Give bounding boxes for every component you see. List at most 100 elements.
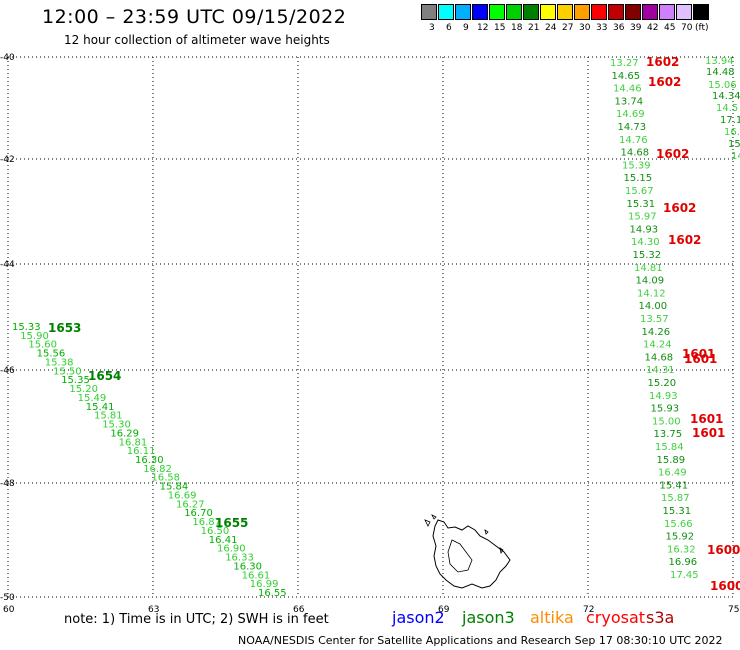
east-track-value: 15.31 (663, 506, 692, 517)
scale-label: 24 (545, 23, 557, 33)
east-track-value: 15.93 (651, 404, 680, 415)
east-track-value: 17.45 (670, 570, 699, 581)
west-track-value: 15.50 (53, 366, 82, 377)
west-track-value: 15.84 (160, 482, 189, 493)
scale-label: 30 (579, 23, 591, 33)
west-track-value: 15.33 (12, 322, 41, 333)
east-track-value: 15.00 (652, 416, 681, 427)
scale-swatch (642, 4, 658, 20)
west-track-value: 16.33 (225, 553, 254, 564)
scale-label: 33 (596, 23, 608, 33)
west-track-value: 15.35 (61, 375, 90, 386)
footer-note: note: 1) Time is in UTC; 2) SWH is in fe… (64, 612, 329, 627)
east-track-value: 13.27 (610, 58, 639, 69)
satellite-legend-jason2: jason2 (392, 608, 445, 627)
east-track-value: 15.15 (624, 173, 653, 184)
west-track-value: 15.60 (28, 340, 57, 351)
east-track-id: 1600 (710, 579, 740, 593)
east-track-value: 14.69 (616, 109, 645, 120)
scale-swatch (506, 4, 522, 20)
latitude-label: -44 (0, 260, 15, 270)
east-track-value: 15.39 (622, 160, 651, 171)
far-east-track-value: 17.1 (720, 115, 740, 126)
scale-label: 12 (477, 23, 489, 33)
longitude-label: 63 (148, 605, 159, 615)
scale-swatch (659, 4, 675, 20)
scale-label: 15 (494, 23, 506, 33)
longitude-label: 72 (583, 605, 594, 615)
scale-swatch (625, 4, 641, 20)
latitude-label: -48 (0, 479, 15, 489)
scale-label: 36 (613, 23, 625, 33)
west-track-value: 16.11 (127, 446, 156, 457)
east-track-id: 1602 (663, 201, 696, 215)
wave-height-color-scale (421, 4, 710, 20)
west-track-value: 15.90 (20, 331, 49, 342)
west-track-value: 15.20 (69, 384, 98, 395)
scale-label: 18 (511, 23, 523, 33)
satellite-legend-jason3: jason3 (462, 608, 515, 627)
east-track-id: 1601 (692, 426, 725, 440)
east-track-value: 13.74 (615, 96, 644, 107)
far-east-track-value: 16. (724, 127, 740, 138)
east-track-value: 14.93 (630, 224, 659, 235)
west-track-value: 16.50 (201, 526, 230, 537)
east-track-value: 15.97 (628, 212, 657, 223)
scale-label: 9 (463, 23, 469, 33)
longitude-label: 66 (293, 605, 305, 615)
east-track-id: 1601 (684, 352, 717, 366)
latitude-label: -46 (0, 366, 15, 376)
east-track-value: 15.31 (627, 199, 656, 210)
west-track-value: 16.90 (217, 544, 246, 555)
east-track-value: 14.68 (621, 148, 650, 159)
west-track-value: 15.41 (86, 402, 115, 413)
latitude-label: -40 (0, 53, 15, 63)
scale-swatch (540, 4, 556, 20)
west-track-value: 15.56 (37, 349, 66, 360)
far-east-track-value: 15 (728, 139, 740, 150)
scale-swatch (421, 4, 437, 20)
east-track-value: 14.00 (639, 301, 668, 312)
west-track-value: 16.81 (119, 437, 148, 448)
west-track-value: 16.41 (209, 535, 238, 546)
east-track-id: 1601 (682, 347, 715, 361)
east-track-value: 14.68 (645, 352, 674, 363)
east-track-value: 13.57 (640, 314, 669, 325)
east-track-id: 1601 (690, 412, 723, 426)
islet (424, 514, 504, 555)
far-east-track-value: 14.34 (712, 91, 740, 102)
east-track-value: 15.84 (655, 442, 684, 453)
scale-swatch (693, 4, 709, 20)
map-subtitle: 12 hour collection of altimeter wave hei… (64, 33, 330, 47)
east-track-value: 13.75 (654, 429, 683, 440)
east-track-value: 14.26 (642, 327, 671, 338)
west-track-id: 1655 (215, 516, 248, 530)
west-track-value: 15.49 (78, 393, 107, 404)
east-track-value: 14.65 (612, 71, 641, 82)
east-track-value: 15.92 (666, 532, 695, 543)
east-track-value: 15.66 (664, 519, 693, 530)
scale-label: 39 (630, 23, 642, 33)
west-track-id: 1654 (88, 369, 121, 383)
far-east-track-value: 13.94 (705, 56, 734, 67)
map-grid: -40 -42 -44 -46 -48 -50 60 63 66 69 72 75 (0, 53, 739, 615)
east-track-value: 16.96 (669, 557, 698, 568)
scale-label: (ft) (695, 23, 709, 33)
satellite-legend-cryosat: cryosat (586, 608, 646, 627)
latitude-label: -50 (0, 593, 15, 603)
latitude-label: -42 (0, 155, 15, 165)
longitude-label: 75 (728, 605, 739, 615)
west-track-value: 16.29 (110, 428, 139, 439)
scale-swatch (472, 4, 488, 20)
far-east-track-value: 14.48 (706, 67, 735, 78)
east-track-value: 15.41 (660, 480, 689, 491)
scale-swatch (438, 4, 454, 20)
west-track-value: 16.82 (143, 464, 172, 475)
satellite-legend-s3a: s3a (646, 608, 675, 627)
scale-swatch (523, 4, 539, 20)
east-track-value: 14.24 (643, 340, 672, 351)
scale-label: 45 (664, 23, 676, 33)
west-track-value: 15.30 (102, 420, 131, 431)
